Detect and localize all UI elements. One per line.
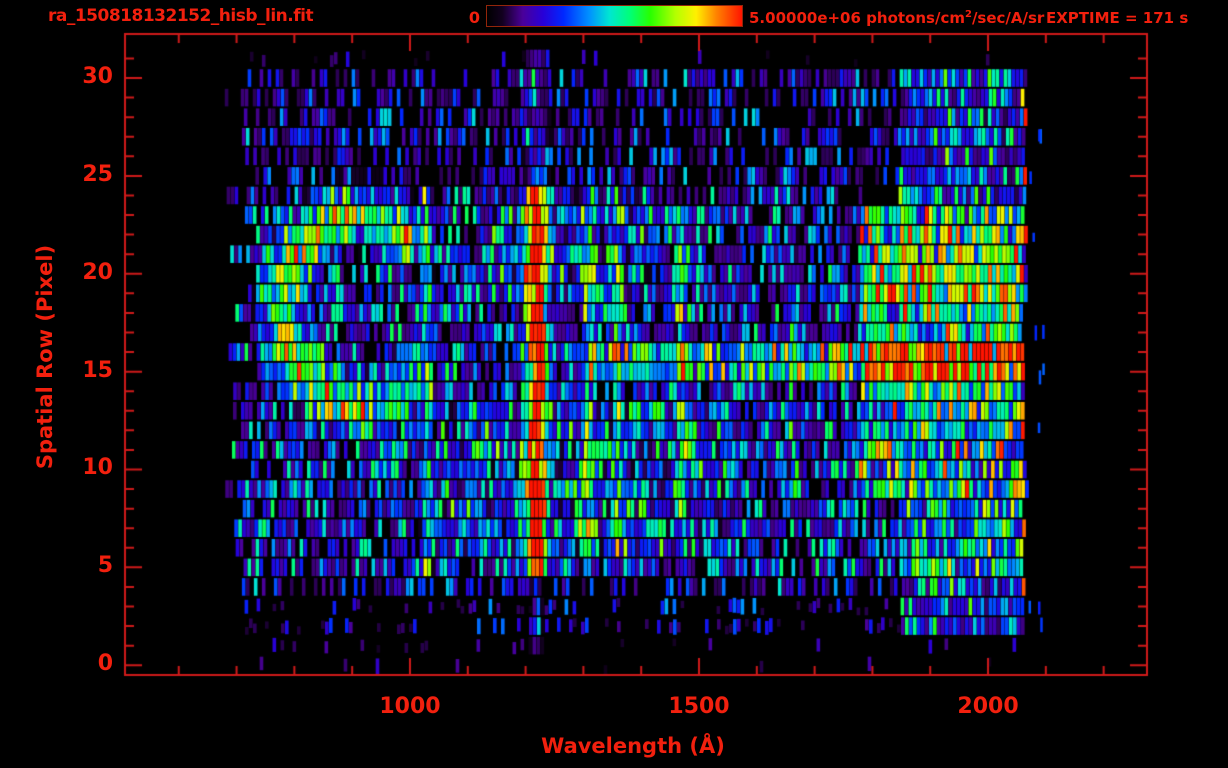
x-tick-label-2000: 2000 xyxy=(957,694,1019,719)
y-tick-label-10: 10 xyxy=(82,455,113,481)
plot-title: ra_150818132152_hisb_lin.fit xyxy=(48,6,314,26)
colorbar-max-prefix: 5.00000e+06 photons/cm xyxy=(749,9,965,27)
exptime-label: EXPTIME = 171 s xyxy=(1046,9,1189,27)
colorbar-max-suffix: /sec/A/sr xyxy=(971,9,1045,27)
x-axis-title: Wavelength (Å) xyxy=(541,734,725,758)
colorbar-max-label: 5.00000e+06 photons/cm2/sec/A/sr xyxy=(749,9,1044,27)
colorbar-min-label: 0 xyxy=(468,8,480,27)
x-tick-label-1500: 1500 xyxy=(668,694,730,719)
colorbar xyxy=(486,5,743,27)
colorbar-max-superscript: 2 xyxy=(964,9,972,20)
y-tick-label-5: 5 xyxy=(97,553,113,579)
y-tick-label-0: 0 xyxy=(97,651,113,677)
y-tick-label-25: 25 xyxy=(82,161,113,187)
y-tick-label-20: 20 xyxy=(82,259,113,285)
x-tick-label-1000: 1000 xyxy=(379,694,441,719)
y-tick-label-15: 15 xyxy=(82,357,113,383)
y-tick-label-30: 30 xyxy=(82,64,113,90)
